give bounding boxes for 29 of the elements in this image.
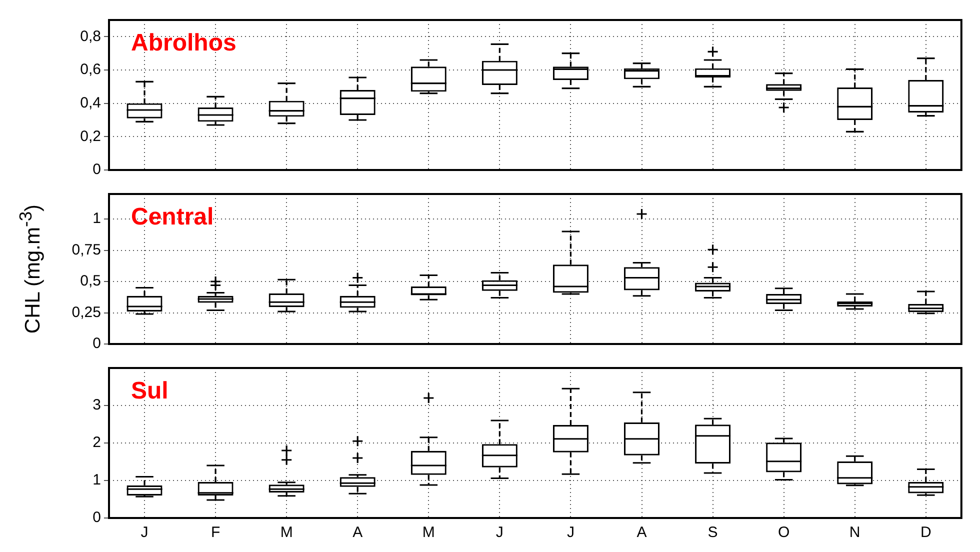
chart-title: Sul [131,378,168,405]
x-tick-label: J [566,524,574,542]
y-tick-label: 0 [92,509,101,526]
chart-title: Central [131,204,214,231]
x-tick-label: O [778,524,790,542]
y-tick-label: 0,25 [72,304,101,321]
y-tick-label: 0,5 [80,272,101,290]
x-tick-label: S [708,524,718,542]
x-tick-label: M [422,524,435,542]
y-tick-label: 3 [92,396,101,414]
y-tick-label: 0,8 [80,28,101,45]
y-tick-label: 2 [92,434,101,452]
x-tick-label: A [636,524,647,542]
y-tick-label: 1 [92,472,101,489]
y-tick-label: 0,6 [80,61,101,78]
y-tick-label: 0 [92,161,101,178]
x-tick-label: J [140,524,148,542]
x-tick-label: J [496,524,504,542]
chart-title: Abrolhos [131,30,236,57]
x-tick-label: M [280,524,293,542]
x-tick-label: D [920,524,932,542]
y-tick-label: 0,75 [72,241,101,258]
y-tick-label: 0,4 [80,94,101,112]
x-tick-label: A [352,524,363,542]
y-tick-label: 0 [92,335,101,352]
x-tick-label: N [849,524,860,542]
y-tick-label: 1 [92,210,101,228]
x-tick-label: F [210,524,220,542]
y-tick-label: 0,2 [80,128,101,145]
